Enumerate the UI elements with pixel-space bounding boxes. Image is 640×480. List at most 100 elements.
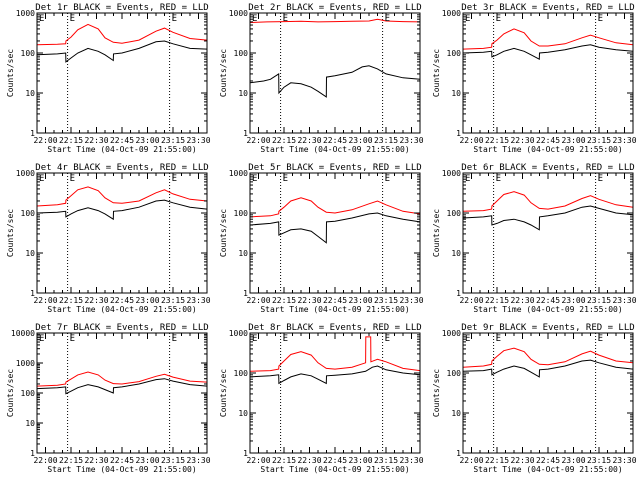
y-tick-label: 1 (456, 449, 461, 458)
y-tick-label: 100 (447, 369, 462, 378)
y-tick-label: 1000 (16, 359, 35, 368)
x-axis-label: Start Time (04-Oct-09 21:55:00) (260, 465, 409, 474)
y-tick-label: 100 (234, 209, 249, 218)
x-tick-label: 23:00 (348, 296, 372, 305)
e-marker: E (252, 334, 257, 344)
x-tick-label: 23:00 (135, 456, 159, 465)
y-axis-label: Counts/sec (219, 369, 228, 417)
events-series-line (462, 359, 634, 378)
panel-6: Det 6r BLACK = Events, RED = LLD 1 10 100 10… (432, 163, 637, 314)
x-tick-label: 23:30 (399, 136, 423, 145)
x-tick-label: 22:30 (510, 136, 534, 145)
y-tick-label: 1 (30, 289, 35, 298)
x-tick-label: 22:15 (485, 296, 509, 305)
y-tick-label: 1 (456, 129, 461, 138)
e-marker: E (252, 14, 257, 24)
y-axis-label: Counts/sec (219, 49, 228, 97)
panel-title: Det 8r BLACK = Events, RED = LLD (248, 323, 421, 333)
x-axis-label: Start Time (04-Oct-09 21:55:00) (473, 305, 622, 314)
y-tick-label: 10 (451, 249, 461, 258)
panel-5: Det 5r BLACK = Events, RED = LLD 1 10 100 10… (219, 163, 424, 314)
panel-7: Det 7r BLACK = Events, RED = LLD 1 10 100 10… (6, 323, 211, 474)
x-tick-label: 23:15 (587, 456, 611, 465)
y-tick-label: 10 (451, 409, 461, 418)
e-marker: E (172, 14, 177, 24)
x-tick-label: 22:00 (33, 136, 57, 145)
plot-frame (36, 332, 208, 454)
events-series-line (36, 40, 208, 63)
y-tick-label: 1 (30, 449, 35, 458)
plot-frame (36, 172, 208, 294)
e-marker: E (496, 334, 501, 344)
x-tick-label: 22:00 (246, 296, 270, 305)
x-tick-label: 22:15 (59, 456, 83, 465)
x-tick-label: 22:30 (297, 136, 321, 145)
panel-title: Det 2r BLACK = Events, RED = LLD (248, 3, 421, 13)
y-tick-label: 10 (25, 419, 35, 428)
plot-frame (249, 332, 421, 454)
panel-title: Det 9r BLACK = Events, RED = LLD (461, 323, 634, 333)
y-tick-label: 100 (447, 49, 462, 58)
x-tick-label: 22:00 (459, 136, 483, 145)
panel-9: Det 9r BLACK = Events, RED = LLD 1 10 100 10… (432, 323, 637, 474)
x-tick-label: 22:45 (110, 296, 134, 305)
y-axis-label: Counts/sec (6, 209, 15, 257)
x-tick-label: 23:30 (612, 296, 636, 305)
x-tick-label: 23:15 (161, 136, 185, 145)
x-tick-label: 22:00 (246, 456, 270, 465)
x-axis-label: Start Time (04-Oct-09 21:55:00) (473, 145, 622, 154)
e-marker: E (465, 174, 470, 184)
e-marker: E (39, 174, 44, 184)
e-marker: E (496, 14, 501, 24)
y-tick-label: 1 (243, 449, 248, 458)
y-tick-label: 1000 (229, 169, 248, 178)
x-tick-label: 22:45 (536, 136, 560, 145)
x-tick-label: 23:15 (587, 296, 611, 305)
y-tick-label: 10000 (11, 329, 35, 338)
plot-frame (462, 332, 634, 454)
y-axis-label: Counts/sec (219, 209, 228, 257)
x-axis-label: Start Time (04-Oct-09 21:55:00) (260, 305, 409, 314)
plot-frame (249, 12, 421, 134)
x-axis-label: Start Time (04-Oct-09 21:55:00) (473, 465, 622, 474)
panel-2: Det 2r BLACK = Events, RED = LLD 1 10 100 10… (219, 3, 424, 154)
y-axis-label: Counts/sec (432, 209, 441, 257)
y-tick-label: 1000 (442, 329, 461, 338)
x-tick-label: 22:45 (536, 296, 560, 305)
x-tick-label: 23:00 (561, 296, 585, 305)
y-axis-label: Counts/sec (6, 369, 15, 417)
lld-series-line (36, 371, 208, 387)
y-tick-label: 10 (238, 409, 248, 418)
y-axis-label: Counts/sec (432, 49, 441, 97)
x-tick-label: 22:30 (84, 296, 108, 305)
e-marker: E (39, 334, 44, 344)
x-axis-label: Start Time (04-Oct-09 21:55:00) (47, 145, 196, 154)
y-tick-label: 1 (243, 129, 248, 138)
x-tick-label: 22:45 (110, 456, 134, 465)
e-marker: E (70, 334, 75, 344)
e-marker: E (598, 174, 603, 184)
panel-title: Det 1r BLACK = Events, RED = LLD (35, 3, 208, 13)
e-marker: E (39, 14, 44, 24)
e-marker: E (385, 334, 390, 344)
x-tick-label: 22:15 (59, 296, 83, 305)
y-tick-label: 100 (21, 389, 36, 398)
x-tick-label: 22:30 (297, 296, 321, 305)
e-marker: E (283, 334, 288, 344)
y-tick-label: 100 (21, 209, 36, 218)
plot-frame (249, 172, 421, 294)
plot-frame (462, 172, 634, 294)
y-tick-label: 1000 (442, 169, 461, 178)
events-series-line (462, 44, 634, 61)
x-tick-label: 22:45 (323, 456, 347, 465)
x-tick-label: 22:45 (110, 136, 134, 145)
y-tick-label: 100 (447, 209, 462, 218)
lld-series-line (36, 23, 208, 46)
e-marker: E (598, 334, 603, 344)
e-marker: E (70, 174, 75, 184)
y-tick-label: 1000 (229, 9, 248, 18)
x-tick-label: 22:15 (272, 296, 296, 305)
x-tick-label: 22:30 (510, 456, 534, 465)
panel-title: Det 5r BLACK = Events, RED = LLD (248, 163, 421, 173)
